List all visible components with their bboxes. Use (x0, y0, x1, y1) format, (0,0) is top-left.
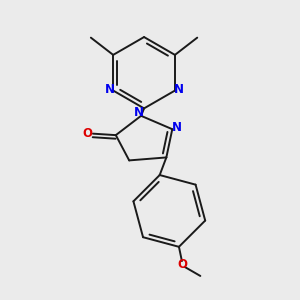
Text: N: N (134, 106, 144, 119)
Text: N: N (173, 83, 184, 97)
Text: N: N (172, 121, 182, 134)
Text: O: O (82, 127, 93, 140)
Text: O: O (177, 258, 187, 271)
Text: N: N (105, 83, 115, 97)
